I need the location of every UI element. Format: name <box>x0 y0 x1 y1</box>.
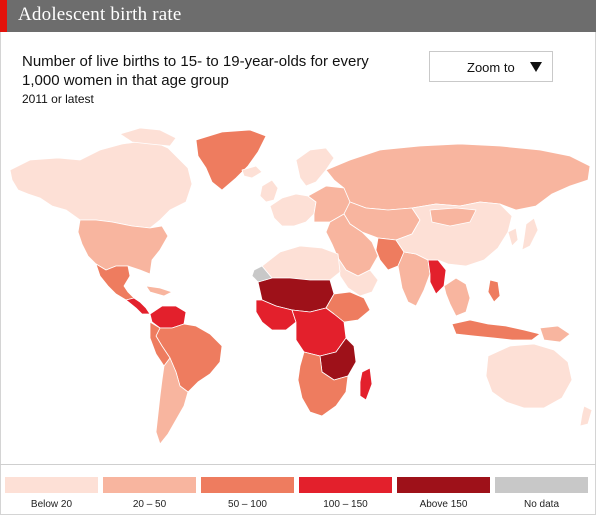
world-map[interactable] <box>0 110 596 470</box>
region-russia[interactable] <box>325 143 591 211</box>
legend-label: Above 150 <box>419 499 468 510</box>
region-greenland[interactable] <box>195 129 267 191</box>
zoom-to-dropdown[interactable]: Zoom to <box>429 51 553 82</box>
legend-swatch <box>103 477 196 493</box>
date-note: 2011 or latest <box>22 92 94 106</box>
legend-swatch <box>201 477 294 493</box>
region-caribbean[interactable] <box>145 285 173 297</box>
zoom-to-label: Zoom to <box>467 60 515 75</box>
legend-label: No data <box>523 499 560 510</box>
region-japan[interactable] <box>521 217 539 251</box>
legend-swatch <box>495 477 588 493</box>
legend: Below 20 20 – 50 50 – 100 100 – 150 Abov… <box>0 477 596 513</box>
legend-swatch <box>5 477 98 493</box>
legend-label: 50 – 100 <box>228 499 267 510</box>
region-north-africa[interactable] <box>261 245 341 281</box>
region-canada[interactable] <box>9 139 193 229</box>
region-arctic-islands[interactable] <box>119 127 177 147</box>
title-bar: Adolescent birth rate <box>0 0 596 32</box>
region-madagascar[interactable] <box>359 367 373 401</box>
legend-label: 100 – 150 <box>323 499 368 510</box>
region-argentina-chile[interactable] <box>155 357 189 445</box>
chart-subtitle: Number of live births to 15- to 19-year-… <box>22 53 369 89</box>
region-india[interactable] <box>397 251 431 307</box>
legend-item-100-150: 100 – 150 <box>299 477 392 510</box>
region-scandinavia[interactable] <box>295 147 335 187</box>
page-title: Adolescent birth rate <box>18 4 182 25</box>
region-united-states[interactable] <box>77 219 169 275</box>
legend-divider <box>0 464 596 465</box>
region-china[interactable] <box>395 201 513 267</box>
region-mexico[interactable] <box>95 263 135 301</box>
legend-item-no-data: No data <box>495 477 588 510</box>
region-arabian-peninsula[interactable] <box>337 257 379 297</box>
region-indonesia[interactable] <box>451 319 541 341</box>
region-southeast-asia[interactable] <box>443 277 471 317</box>
legend-item-below-20: Below 20 <box>5 477 98 510</box>
region-philippines[interactable] <box>487 279 501 303</box>
legend-item-20-50: 20 – 50 <box>103 477 196 510</box>
region-australia[interactable] <box>485 343 573 409</box>
triangle-down-icon <box>530 62 542 72</box>
legend-swatch <box>299 477 392 493</box>
region-new-zealand[interactable] <box>579 405 593 427</box>
region-central-america[interactable] <box>125 297 151 315</box>
region-iceland[interactable] <box>241 165 263 179</box>
region-mongolia[interactable] <box>429 207 477 227</box>
legend-label: 20 – 50 <box>132 499 167 510</box>
legend-label: Below 20 <box>30 499 73 510</box>
region-southern-africa[interactable] <box>297 351 349 417</box>
legend-item-above-150: Above 150 <box>397 477 490 510</box>
legend-item-50-100: 50 – 100 <box>201 477 294 510</box>
region-venezuela-colombia[interactable] <box>149 305 187 329</box>
region-bangladesh-myanmar[interactable] <box>427 259 447 295</box>
region-uk-ireland[interactable] <box>259 179 279 203</box>
region-western-sahara[interactable] <box>251 265 273 283</box>
region-west-africa[interactable] <box>255 299 297 331</box>
title-accent <box>0 0 7 32</box>
region-korea[interactable] <box>507 227 519 247</box>
legend-swatch <box>397 477 490 493</box>
region-western-europe[interactable] <box>269 193 317 227</box>
region-papua[interactable] <box>539 325 571 343</box>
